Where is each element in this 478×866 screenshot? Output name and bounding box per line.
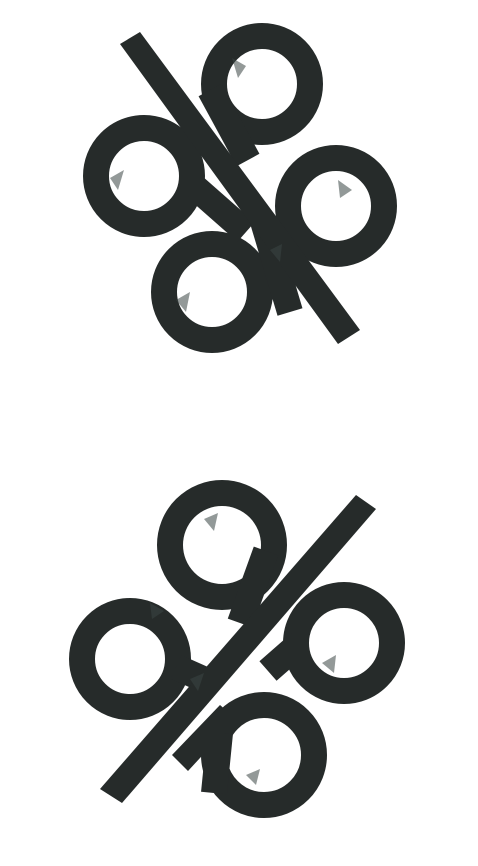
logo-mark-top xyxy=(83,23,397,353)
clover-letterform-logo-icon xyxy=(83,23,397,353)
logo-mark-bottom xyxy=(0,433,478,866)
clover-letterform-logo-mirrored-icon xyxy=(69,480,405,818)
